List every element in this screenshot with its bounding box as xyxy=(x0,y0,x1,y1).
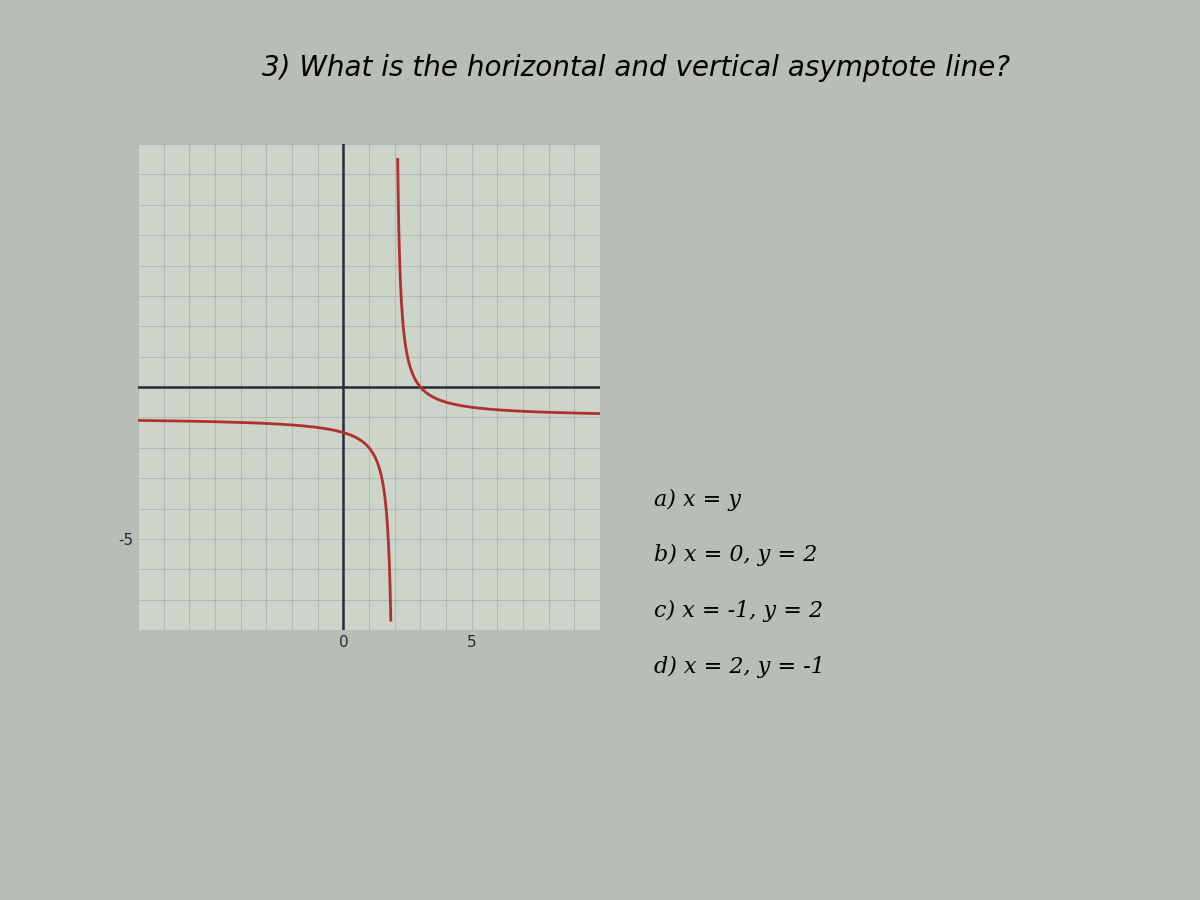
Text: d) x = 2, y = -1: d) x = 2, y = -1 xyxy=(654,656,824,678)
Text: b) x = 0, y = 2: b) x = 0, y = 2 xyxy=(654,544,817,566)
Text: a) x = y: a) x = y xyxy=(654,489,742,510)
Text: c) x = -1, y = 2: c) x = -1, y = 2 xyxy=(654,600,823,622)
Text: 3) What is the horizontal and vertical asymptote line?: 3) What is the horizontal and vertical a… xyxy=(262,53,1010,82)
